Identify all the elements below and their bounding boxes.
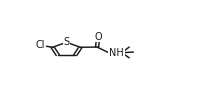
Text: O: O [94,32,102,42]
Text: S: S [63,37,70,47]
Text: NH: NH [109,48,124,58]
Text: Cl: Cl [35,40,45,50]
